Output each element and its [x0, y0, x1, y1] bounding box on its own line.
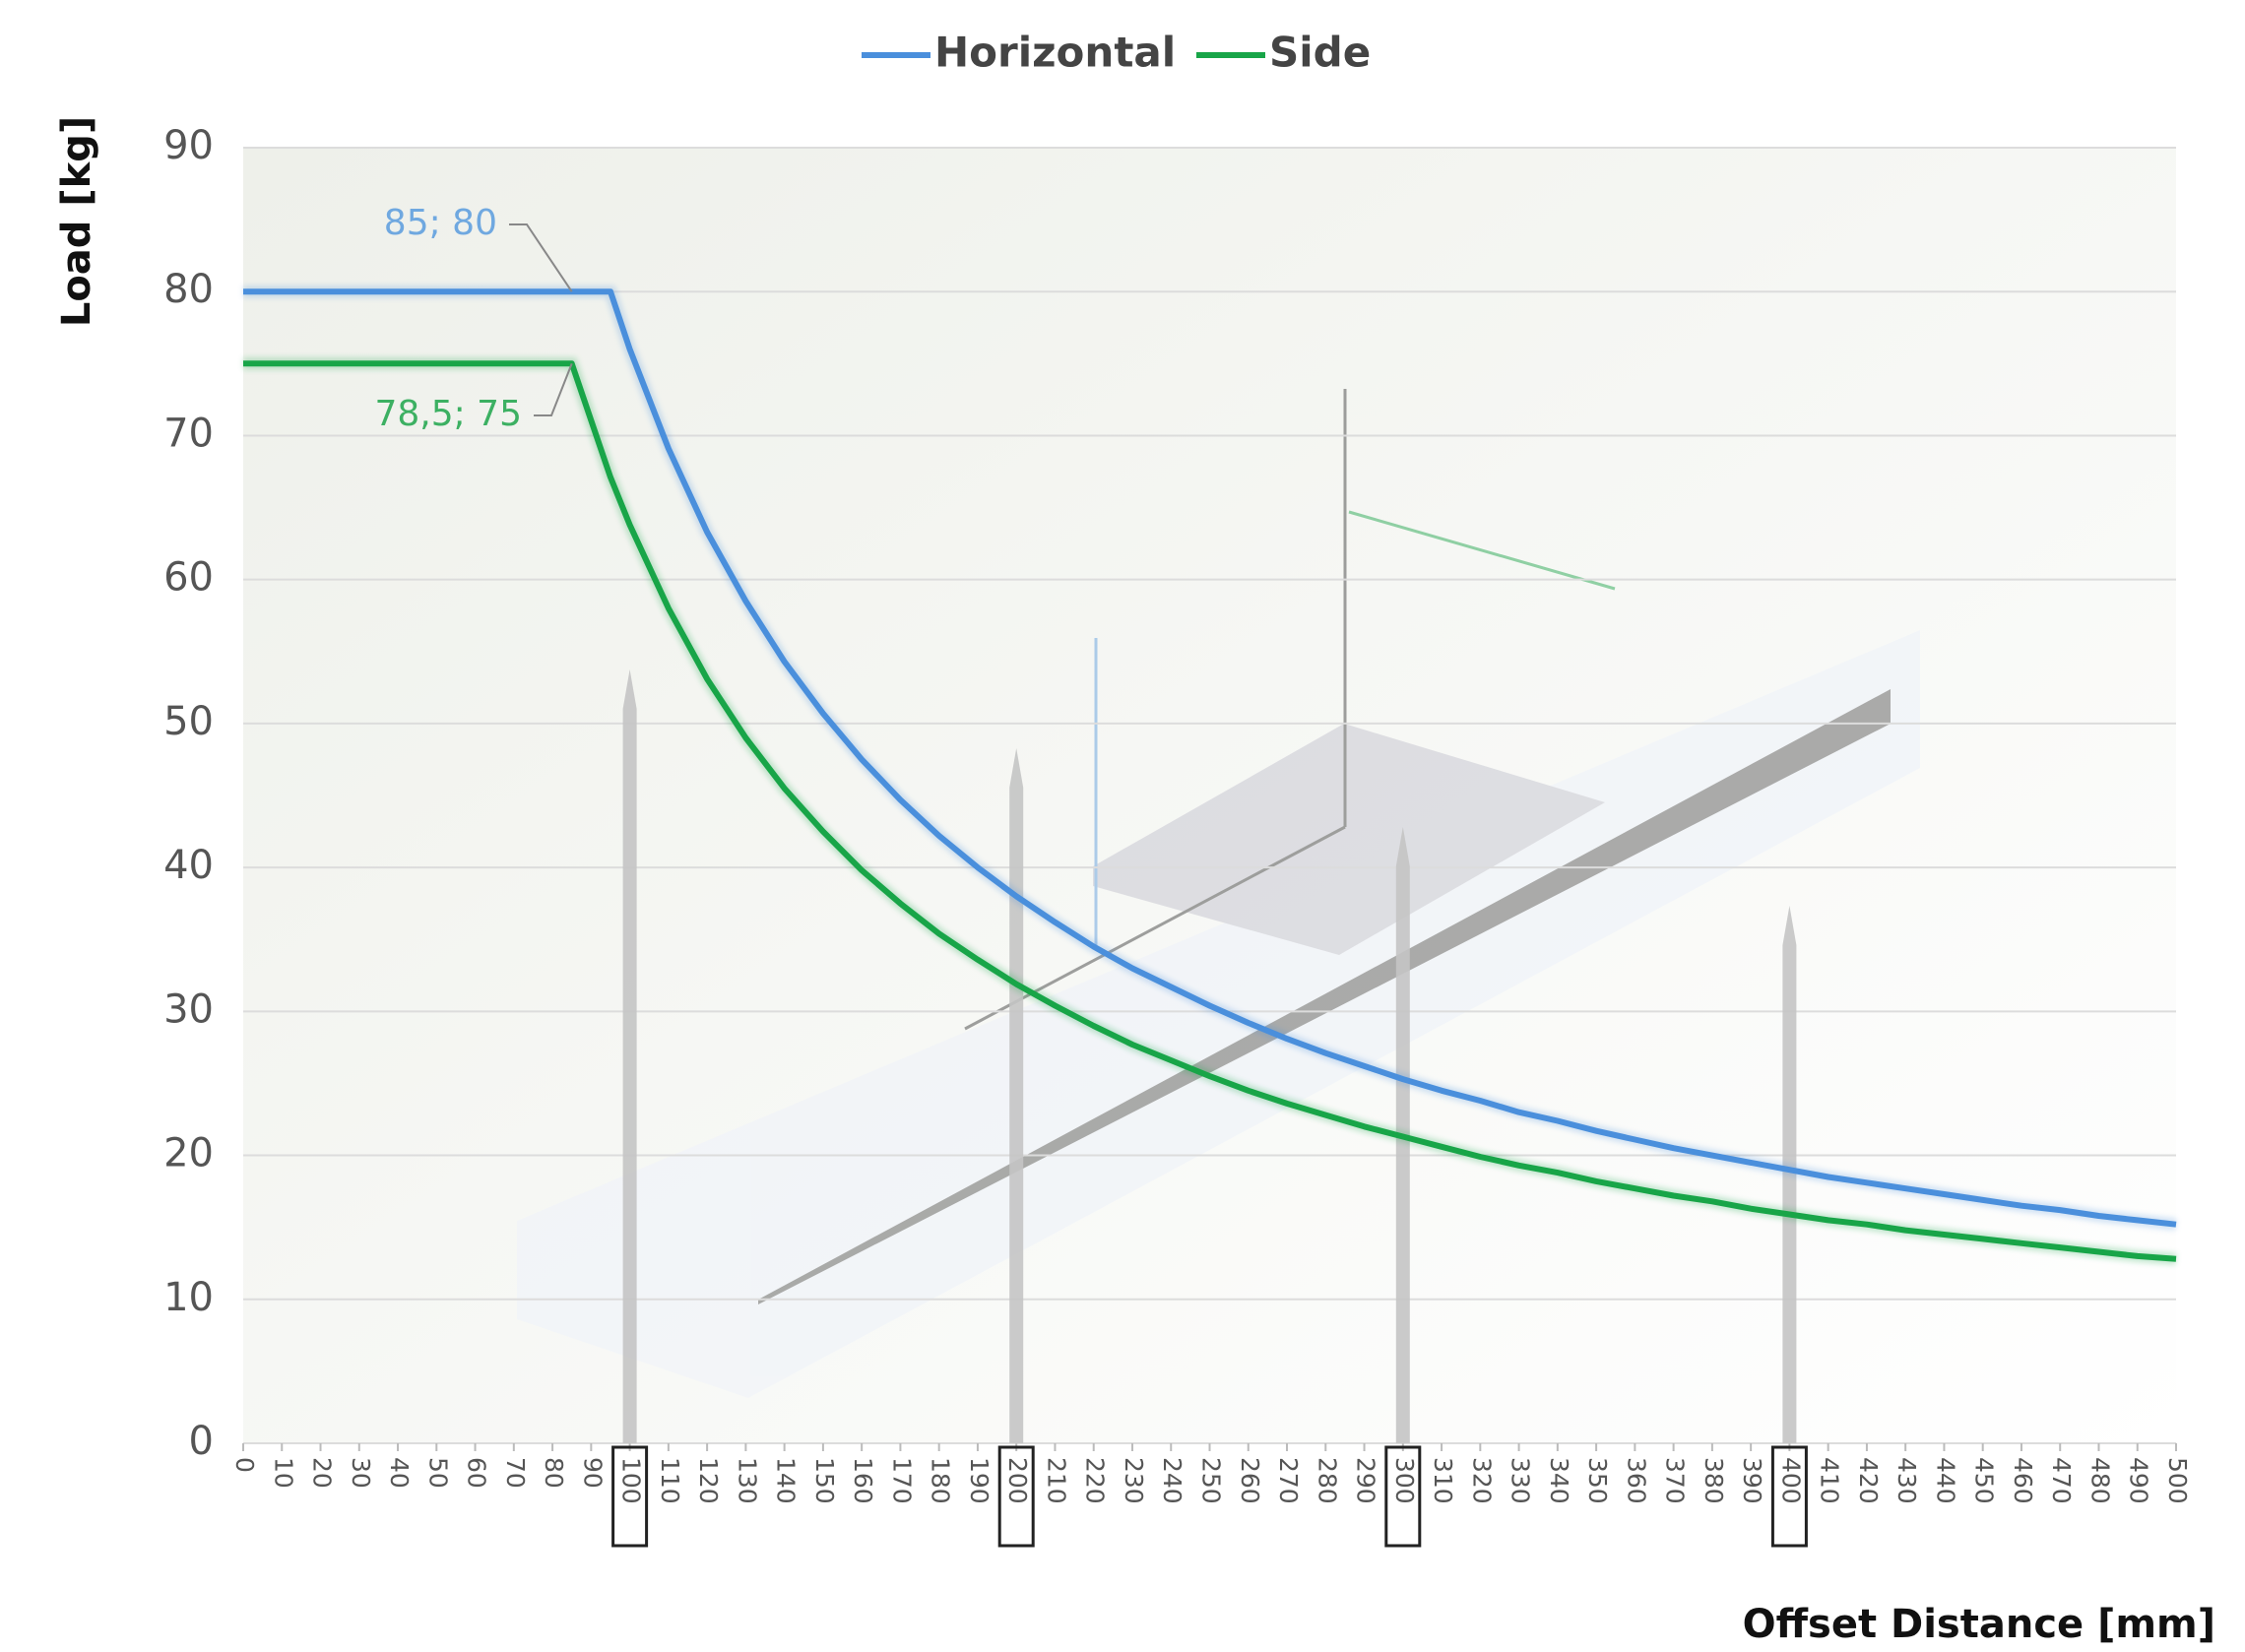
y-tick-label: 60	[163, 555, 214, 601]
x-tick-label: 410	[1816, 1457, 1844, 1504]
annotation-leader	[509, 223, 573, 292]
x-tick-label: 290	[1352, 1457, 1380, 1504]
x-tick-label: 310	[1429, 1457, 1457, 1504]
x-tick-label: 380	[1700, 1457, 1728, 1504]
annotation-leader	[534, 362, 573, 416]
x-tick-label: 20	[308, 1457, 337, 1489]
x-tick-label: 240	[1158, 1457, 1187, 1504]
y-tick-label: 50	[163, 699, 214, 744]
y-axis-title: Load [kg]	[54, 116, 99, 327]
y-tick-label: 0	[189, 1419, 214, 1464]
x-axis-title: Offset Distance [mm]	[1743, 1602, 2215, 1647]
x-tick-label: 130	[733, 1457, 761, 1504]
x-tick-label: 10	[269, 1457, 297, 1489]
labels: 0 10 20 30 40 50 60 70 80 90 0 10 20 30 40 50 60 70 80 90 10…	[163, 123, 2192, 1504]
y-tick-label: 70	[163, 411, 214, 456]
x-tick-label: 110	[656, 1457, 684, 1504]
x-tick-label: 120	[694, 1457, 723, 1504]
tick-arrow	[622, 669, 637, 1443]
x-tick-label: 30	[347, 1457, 375, 1489]
legend-label: Horizontal	[934, 29, 1176, 77]
x-tick-label: 320	[1467, 1457, 1496, 1504]
x-tick-label: 170	[887, 1457, 916, 1504]
x-tick-label: 340	[1545, 1457, 1573, 1504]
y-tick-label: 10	[163, 1275, 214, 1320]
x-tick-label: 0	[230, 1457, 259, 1473]
x-tick-label: 150	[810, 1457, 839, 1504]
x-tick-label: 70	[501, 1457, 530, 1489]
series-line	[243, 360, 2177, 1262]
x-tick-label: 430	[1892, 1457, 1921, 1504]
x-tick-label: 250	[1197, 1457, 1226, 1504]
x-tick-label: 90	[578, 1457, 607, 1489]
tick-highlight-box	[611, 1445, 649, 1548]
annotation: 78,5; 75	[374, 394, 522, 434]
x-tick-label: 230	[1120, 1457, 1148, 1504]
x-tick-label: 100	[617, 1457, 646, 1504]
x-tick-label: 500	[2163, 1457, 2192, 1504]
series-line	[243, 288, 2177, 1228]
rail-slot	[758, 689, 1891, 1304]
x-tick-label: 180	[927, 1457, 955, 1504]
x-tick-label: 440	[1931, 1457, 1959, 1504]
x-tick-label: 160	[849, 1457, 877, 1504]
tick-highlight-box	[1384, 1445, 1422, 1548]
x-tick-label: 360	[1622, 1457, 1650, 1504]
x-tick-label: 210	[1042, 1457, 1070, 1504]
y-tick-label: 30	[163, 986, 214, 1032]
x-tick-label: 300	[1390, 1457, 1419, 1504]
y-tick-label: 20	[163, 1131, 214, 1176]
x-tick-label: 270	[1274, 1457, 1303, 1504]
series-lines	[243, 286, 2177, 1265]
x-tick-label: 190	[965, 1457, 994, 1504]
x-tick-label: 490	[2125, 1457, 2153, 1504]
tick-arrow	[1009, 748, 1024, 1443]
legend: Horizontal Side	[862, 29, 1371, 77]
x-tick-label: 370	[1661, 1457, 1690, 1504]
tick-highlight-box	[1770, 1445, 1808, 1548]
x-tick-label: 140	[772, 1457, 801, 1504]
x-tick-label: 480	[2085, 1457, 2114, 1504]
x-tick-label: 400	[1776, 1457, 1805, 1504]
x-tick-label: 420	[1854, 1457, 1883, 1504]
carriage	[1093, 724, 1605, 955]
tick-highlight-box	[997, 1445, 1035, 1548]
y-tick-label: 90	[163, 123, 214, 168]
x-tick-label: 50	[423, 1457, 452, 1489]
annotation: 85; 80	[384, 203, 497, 243]
x-tick-label: 280	[1313, 1457, 1341, 1504]
x-tick-label: 260	[1236, 1457, 1264, 1504]
x-tick-label: 220	[1081, 1457, 1110, 1504]
x-tick-label: 350	[1583, 1457, 1612, 1504]
x-tick-label: 460	[2009, 1457, 2037, 1504]
y-tick-label: 80	[163, 267, 214, 312]
force-arrow	[1348, 510, 1616, 591]
x-tick-label: 80	[540, 1457, 568, 1489]
x-tick-label: 60	[463, 1457, 491, 1489]
y-tick-label: 40	[163, 843, 214, 888]
x-tick-label: 330	[1507, 1457, 1535, 1504]
tick-highlights	[611, 669, 1808, 1548]
x-tick-label: 40	[385, 1457, 414, 1489]
x-tick-label: 200	[1003, 1457, 1032, 1504]
x-tick-label: 450	[1970, 1457, 1999, 1504]
x-tick-label: 390	[1738, 1457, 1766, 1504]
x-tick-label: 470	[2047, 1457, 2076, 1504]
legend-label: Side	[1269, 29, 1371, 77]
